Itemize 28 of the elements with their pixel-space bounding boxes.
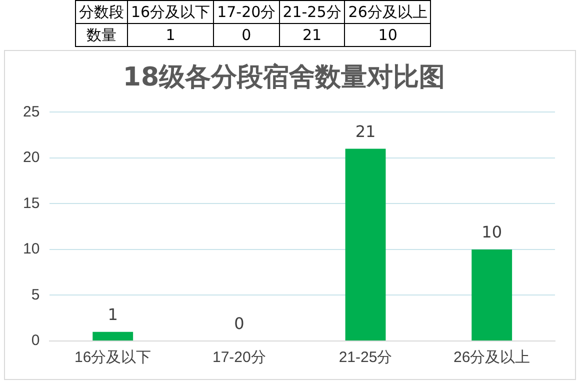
y-tick-label: 25 [22,103,40,120]
text: 分数段 [79,2,124,20]
bar [472,249,512,340]
x-tick-label: 21-25分 [338,349,392,366]
x-tick-label: 17-20分 [212,349,266,366]
category-label: 16分及以下 [131,2,210,20]
chart-title: 18级各分段宿舍数量对比图 [122,62,446,92]
data-label: 1 [166,26,176,44]
category-label: 17-20分 [217,2,276,20]
data-label: 21 [355,122,376,141]
y-tick-label: 0 [31,332,40,350]
data-label: 10 [378,26,398,44]
bar [345,148,386,340]
data-label: 21 [302,26,322,44]
y-tick-label: 5 [31,286,40,304]
data-label: 1 [108,305,118,324]
x-tick-label: 16分及以下 [74,349,152,366]
y-tick-label: 10 [22,240,40,258]
category-label: 26分及以上 [348,2,428,20]
text: 数量 [86,26,116,44]
data-label: 10 [482,222,502,242]
y-tick-label: 15 [22,194,40,212]
data-label: 0 [242,26,252,44]
bar [92,332,134,340]
x-tick-label: 26分及以上 [453,349,530,366]
y-tick-label: 20 [22,149,40,166]
category-label: 21-25分 [282,2,342,20]
data-label: 0 [234,314,244,334]
